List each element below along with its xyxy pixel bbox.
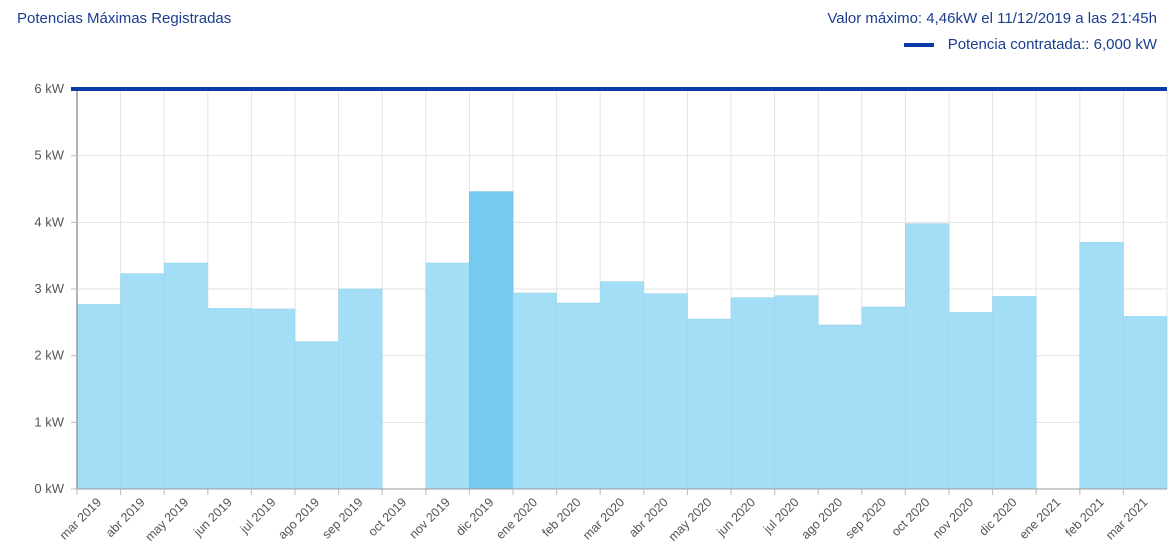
y-tick-label: 0 kW bbox=[34, 481, 64, 496]
x-tick-label: ago 2020 bbox=[799, 495, 846, 542]
bar-dic-2020[interactable] bbox=[992, 296, 1037, 490]
bar-abr-2020[interactable] bbox=[643, 293, 688, 490]
x-tick-label: nov 2019 bbox=[407, 495, 453, 541]
x-tick-label: ene 2021 bbox=[1017, 495, 1064, 542]
x-tick-label: jun 2019 bbox=[190, 495, 235, 540]
bar-mar-2020[interactable] bbox=[599, 281, 645, 490]
legend-line-swatch bbox=[903, 42, 934, 47]
max-value-label: Valor máximo: bbox=[827, 10, 923, 27]
x-tick-label: dic 2019 bbox=[453, 495, 496, 538]
x-tick-label: dic 2020 bbox=[976, 495, 1019, 538]
bar-may-2020[interactable] bbox=[687, 318, 732, 490]
bar-may-2019[interactable] bbox=[163, 262, 209, 490]
bar-jun-2019[interactable] bbox=[207, 308, 252, 490]
bar-ago-2019[interactable] bbox=[294, 341, 339, 490]
x-tick-label: ago 2019 bbox=[275, 495, 322, 542]
x-tick-label: jul 2019 bbox=[237, 495, 279, 537]
y-tick-label: 1 kW bbox=[34, 414, 64, 429]
legend[interactable]: Potencia contratada:: 6,000 kW bbox=[903, 36, 1157, 53]
bar-nov-2020[interactable] bbox=[948, 312, 993, 490]
x-tick-label: feb 2021 bbox=[1063, 495, 1107, 539]
bar-sep-2019[interactable] bbox=[338, 288, 383, 490]
x-tick-label: oct 2020 bbox=[889, 495, 933, 539]
bar-mar-2019[interactable] bbox=[76, 304, 121, 490]
bar-mar-2021[interactable] bbox=[1123, 316, 1168, 490]
bars bbox=[76, 191, 1168, 490]
x-tick-label: feb 2020 bbox=[539, 495, 583, 539]
bar-dic-2019[interactable] bbox=[469, 191, 514, 490]
bar-sep-2020[interactable] bbox=[861, 306, 906, 490]
max-value-info: Valor máximo: 4,46kW el 11/12/2019 a las… bbox=[827, 10, 1157, 27]
bar-abr-2019[interactable] bbox=[120, 273, 165, 490]
bar-oct-2020[interactable] bbox=[905, 223, 950, 490]
x-tick-label: sep 2019 bbox=[319, 495, 365, 541]
y-tick-label: 2 kW bbox=[34, 348, 64, 363]
x-tick-label: may 2020 bbox=[666, 495, 715, 544]
x-tick-label: oct 2019 bbox=[366, 495, 410, 539]
x-tick-label: abr 2020 bbox=[626, 495, 671, 540]
y-tick-label: 4 kW bbox=[34, 214, 64, 229]
x-tick-label: mar 2019 bbox=[57, 495, 104, 542]
bar-feb-2021[interactable] bbox=[1079, 242, 1124, 490]
max-value-text: 4,46kW el 11/12/2019 a las 21:45h bbox=[926, 10, 1157, 27]
chart-title: Potencias Máximas Registradas bbox=[17, 10, 232, 27]
bar-ene-2020[interactable] bbox=[512, 292, 557, 490]
y-tick-label: 5 kW bbox=[34, 148, 64, 163]
legend-label: Potencia contratada:: bbox=[947, 36, 1090, 53]
x-tick-label: abr 2019 bbox=[103, 495, 148, 540]
y-axis-ticks: 0 kW 1 kW 2 kW 3 kW 4 kW 5 kW 6 kW bbox=[34, 81, 77, 496]
bar-jun-2020[interactable] bbox=[730, 297, 775, 490]
bar-feb-2020[interactable] bbox=[556, 302, 601, 490]
x-tick-label: nov 2020 bbox=[930, 495, 976, 541]
bar-jul-2020[interactable] bbox=[774, 295, 819, 490]
x-tick-label: mar 2020 bbox=[580, 495, 627, 542]
bar-nov-2019[interactable] bbox=[425, 262, 470, 490]
legend-value: 6,000 kW bbox=[1093, 36, 1157, 53]
x-tick-label: sep 2020 bbox=[843, 495, 889, 541]
x-tick-label: jun 2020 bbox=[714, 495, 759, 540]
y-tick-label: 6 kW bbox=[34, 81, 64, 96]
x-tick-label: jul 2020 bbox=[760, 495, 802, 537]
x-tick-label: mar 2021 bbox=[1103, 495, 1150, 542]
x-tick-label: may 2019 bbox=[143, 495, 192, 544]
bar-ago-2020[interactable] bbox=[817, 324, 863, 490]
bar-jul-2019[interactable] bbox=[251, 308, 296, 490]
x-tick-label: ene 2020 bbox=[493, 495, 540, 542]
y-tick-label: 3 kW bbox=[34, 281, 64, 296]
